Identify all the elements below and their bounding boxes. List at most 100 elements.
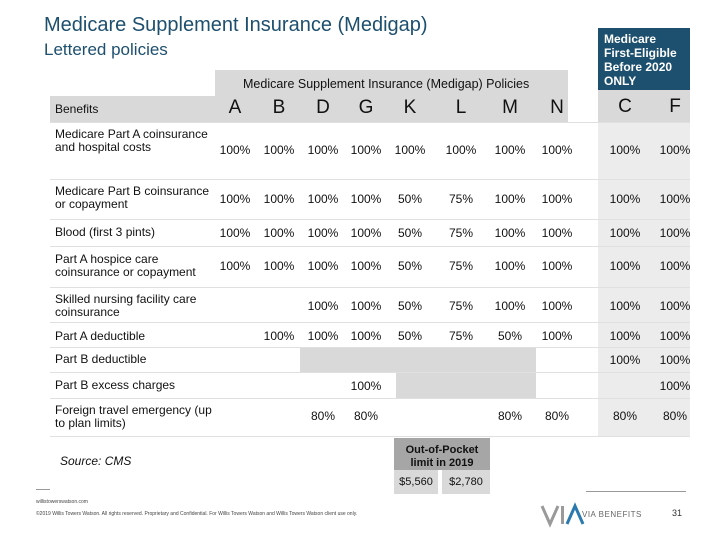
cf-column-background [598,122,690,436]
row-separator [50,372,690,373]
benefit-label: Part B deductible [55,352,147,366]
column-header-band [50,96,568,122]
value-cell-g: 100% [350,329,382,343]
value-cell-m: 100% [494,226,526,240]
row-separator [50,122,690,123]
benefit-label: Part B excess charges [55,378,176,392]
column-letter-b: B [272,97,286,118]
row-separator [50,347,690,348]
value-cell-l: 75% [448,329,474,343]
value-cell-c: 100% [609,143,641,157]
column-letter-m: M [502,97,518,118]
value-cell-n: 80% [544,409,570,423]
value-cell-b: 100% [263,329,295,343]
value-cell-g: 100% [350,226,382,240]
row-separator [50,436,690,437]
shaded-cell [396,372,536,398]
value-cell-m: 100% [494,259,526,273]
value-cell-d: 100% [307,192,339,206]
value-cell-k: 50% [397,192,423,206]
benefit-label: Medicare Part B coinsurance or copayment [55,184,210,211]
value-cell-c: 100% [609,259,641,273]
column-letter-g: G [358,97,374,118]
column-letter-n: N [550,97,564,118]
value-cell-k: 50% [397,329,423,343]
benefits-label: Benefits [55,102,99,116]
value-cell-d: 100% [307,259,339,273]
page-number: 31 [672,508,683,518]
value-cell-g: 100% [350,299,382,313]
oop-k-value: $5,560 [394,470,438,494]
value-cell-k: 50% [397,226,423,240]
value-cell-f: 100% [659,143,691,157]
logo-text: VIA BENEFITS [582,510,642,519]
value-cell-a: 100% [219,192,251,206]
value-cell-f: 80% [662,409,688,423]
value-cell-n: 100% [541,143,573,157]
value-cell-n: 100% [541,192,573,206]
cf-column-header-band [598,90,690,122]
value-cell-d: 80% [310,409,336,423]
value-cell-a: 100% [219,226,251,240]
footer-divider-left [36,489,50,490]
benefit-label: Foreign travel emergency (up to plan lim… [55,403,212,430]
value-cell-c: 100% [609,226,641,240]
source-note: Source: CMS [60,454,132,468]
value-cell-g: 100% [350,379,382,393]
footer-url: willistowerswatson.com [36,499,88,505]
value-cell-f: 100% [659,226,691,240]
value-cell-b: 100% [263,259,295,273]
value-cell-g: 100% [350,192,382,206]
value-cell-d: 100% [307,226,339,240]
value-cell-g: 80% [353,409,379,423]
via-benefits-logo [540,500,660,528]
benefit-label: Part A hospice care coinsurance or copay… [55,252,196,279]
value-cell-m: 100% [494,143,526,157]
value-cell-f: 100% [659,299,691,313]
column-letter-a: A [228,97,242,118]
value-cell-b: 100% [263,143,295,157]
value-cell-b: 100% [263,192,295,206]
value-cell-d: 100% [307,299,339,313]
value-cell-n: 100% [541,259,573,273]
column-letter-f: F [669,96,681,117]
value-cell-g: 100% [350,143,382,157]
footer-copyright: ©2019 Willis Towers Watson. All rights r… [36,511,358,517]
row-separator [50,246,690,247]
value-cell-c: 100% [609,192,641,206]
value-cell-n: 100% [541,299,573,313]
value-cell-m: 50% [497,329,523,343]
value-cell-f: 100% [659,329,691,343]
benefit-label: Part A deductible [55,329,146,343]
value-cell-m: 100% [494,192,526,206]
row-separator [50,179,690,180]
first-eligible-header: Medicare First-Eligible Before 2020 ONLY [598,28,690,90]
value-cell-f: 100% [659,353,691,367]
column-letter-k: K [403,97,417,118]
value-cell-f: 100% [659,259,691,273]
value-cell-m: 100% [494,299,526,313]
value-cell-g: 100% [350,259,382,273]
value-cell-l: 75% [448,192,474,206]
value-cell-n: 100% [541,329,573,343]
value-cell-c: 100% [609,299,641,313]
row-separator [50,219,690,220]
value-cell-a: 100% [219,259,251,273]
value-cell-l: 75% [448,226,474,240]
row-separator [50,322,690,323]
value-cell-c: 100% [609,329,641,343]
benefit-label: Skilled nursing facility care coinsuranc… [55,292,197,319]
shaded-cell [300,347,536,372]
value-cell-n: 100% [541,226,573,240]
page-subtitle: Lettered policies [44,40,168,59]
benefit-label: Medicare Part A coinsurance and hospital… [55,127,208,154]
value-cell-b: 100% [263,226,295,240]
benefit-label: Blood (first 3 pints) [55,225,156,239]
value-cell-k: 50% [397,299,423,313]
column-letter-l: L [455,97,467,118]
page-title: Medicare Supplement Insurance (Medigap) [44,14,428,36]
value-cell-c: 100% [609,353,641,367]
value-cell-m: 80% [497,409,523,423]
oop-l-value: $2,780 [442,470,490,494]
row-separator [50,398,690,399]
